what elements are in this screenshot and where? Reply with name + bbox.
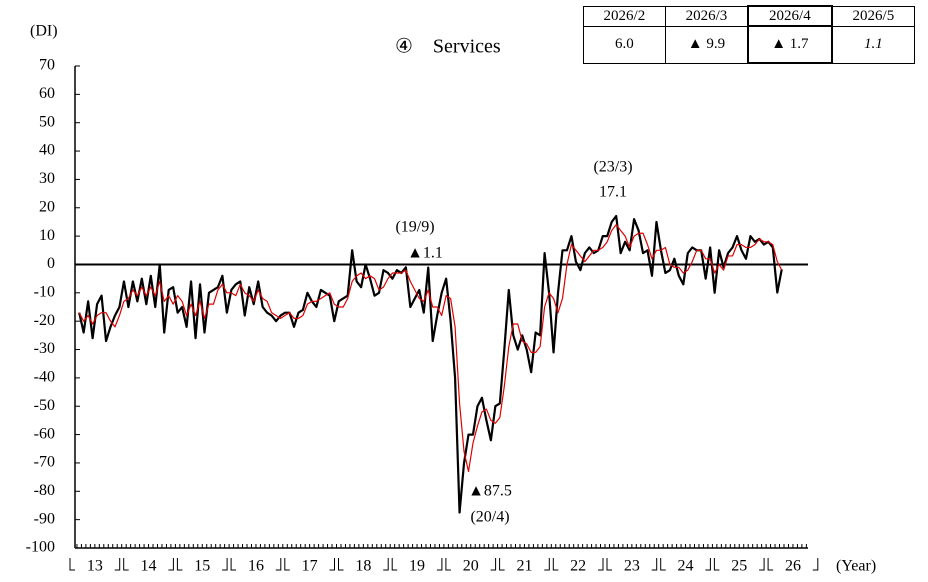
x-tick-label: 21 <box>516 558 532 575</box>
table-header: 2026/3 <box>664 5 749 27</box>
x-tick-label: 18 <box>355 558 371 575</box>
y-tick-label: 30 <box>39 170 55 187</box>
y-tick-label: -20 <box>34 312 55 329</box>
y-tick-label: 0 <box>47 255 55 272</box>
x-tick-label: 22 <box>570 558 586 575</box>
year-separator <box>606 558 658 571</box>
year-separator <box>660 558 711 571</box>
table-cell: 6.0 <box>583 25 666 64</box>
year-separator <box>69 558 121 571</box>
y-axis-label: (DI) <box>30 23 58 40</box>
table-cell: 1.1 <box>831 25 915 64</box>
annotation: ▲1.1 <box>407 245 443 262</box>
x-tick-label: 17 <box>302 558 318 575</box>
x-tick-label: 26 <box>785 558 801 575</box>
year-separator <box>552 558 604 571</box>
data-line <box>78 214 783 514</box>
y-tick-label: 20 <box>39 198 55 215</box>
table-cell: ▲ 1.7 <box>747 25 833 64</box>
year-separator <box>230 558 282 571</box>
annotation: (19/9) <box>395 219 434 236</box>
table-header: 2026/2 <box>583 5 666 27</box>
year-separator <box>713 558 765 571</box>
y-tick-label: -50 <box>34 397 55 414</box>
x-tick-label: 15 <box>194 558 210 575</box>
y-tick-label: -80 <box>34 482 55 499</box>
x-axis-label: (Year) <box>836 558 876 575</box>
year-separator <box>338 558 389 571</box>
chart-title: ④ Services <box>395 36 501 58</box>
y-tick-label: -40 <box>34 369 55 386</box>
table-header: 2026/5 <box>831 5 915 27</box>
y-tick-label: -30 <box>34 340 55 357</box>
x-tick-label: 23 <box>624 558 640 575</box>
x-tick-label: 25 <box>731 558 747 575</box>
y-tick-label: -10 <box>34 283 55 300</box>
year-separator <box>445 558 497 571</box>
table-header: 2026/4 <box>747 5 833 27</box>
annotation: ▲87.5 <box>468 483 512 500</box>
y-tick-label: -90 <box>34 510 55 527</box>
y-tick-label: 40 <box>39 142 55 159</box>
y-tick-label: 60 <box>39 85 55 102</box>
annotation: (23/3) <box>593 159 632 176</box>
y-tick-label: -60 <box>34 425 55 442</box>
value-table: 2026/2 2026/3 2026/4 2026/5 6.0 ▲ 9.9 ▲ … <box>583 5 915 64</box>
y-tick-label: -70 <box>34 454 55 471</box>
x-tick-label: 13 <box>87 558 103 575</box>
data-line <box>78 224 783 473</box>
x-tick-label: 14 <box>141 558 157 575</box>
year-separator <box>391 558 443 571</box>
year-separator <box>284 558 335 571</box>
year-separator <box>176 558 228 571</box>
y-tick-label: 10 <box>39 227 55 244</box>
y-tick-label: 70 <box>39 57 55 74</box>
year-separator <box>767 558 819 571</box>
x-tick-label: 19 <box>409 558 425 575</box>
year-separator <box>123 558 174 571</box>
annotation: (20/4) <box>470 509 509 526</box>
x-tick-label: 16 <box>248 558 264 575</box>
y-tick-label: -100 <box>26 539 55 556</box>
table-cell: ▲ 9.9 <box>664 25 749 64</box>
x-tick-label: 20 <box>463 558 479 575</box>
x-tick-label: 24 <box>678 558 694 575</box>
annotation: 17.1 <box>599 184 627 201</box>
y-tick-label: 50 <box>39 113 55 130</box>
year-separator <box>499 558 550 571</box>
